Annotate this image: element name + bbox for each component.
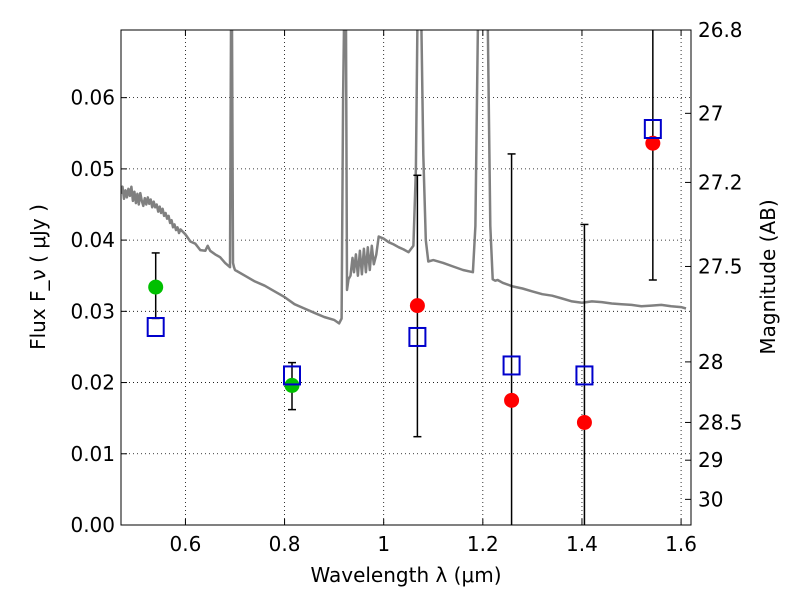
y2-axis-label: Magnitude (AB) [756,199,780,354]
x-tick-label: 1.6 [665,532,697,556]
green-point-marker [148,279,164,295]
y2-tick-label: 30 [698,487,723,511]
y-tick-label: 0.05 [70,157,115,181]
markers [146,30,662,525]
y2-tick-label: 27.5 [698,254,743,278]
plot-frame [120,29,692,526]
y2-tick-label: 26.8 [698,18,743,42]
red-point-marker [409,298,425,314]
red-point-marker [576,414,592,430]
x-tick-label: 0.6 [170,532,202,556]
x-tick-label: 0.8 [269,532,301,556]
ticks: 0.6 0.8 1 1.2 1.4 1.6 0.00 0.01 0.02 0.03 0.04 0.05… [70,18,742,556]
red-point-marker [645,135,661,151]
y-axis-label: Flux F_ν ( μJy ) [26,204,50,350]
y-tick-label: 0.01 [70,442,115,466]
y2-tick-label: 28.5 [698,410,743,434]
y2-tick-label: 29 [698,448,723,472]
model-photometry-square [643,119,662,139]
x-tick-label: 1 [377,532,390,556]
y-tick-label: 0.04 [70,228,115,252]
y2-tick-label: 27.2 [698,170,743,194]
red-point-marker [504,392,520,408]
model-photometry-square [408,326,427,347]
y-tick-label: 0.00 [70,513,115,537]
y-tick-label: 0.06 [70,86,115,110]
model-photometry-square [283,365,301,386]
y-tick-label: 0.02 [70,371,115,395]
y2-tick-label: 27 [698,101,723,125]
model-spectrum-line [121,30,687,325]
plot-area [121,30,687,325]
model-photometry-square [146,317,165,337]
x-tick-label: 1.2 [467,532,499,556]
y-tick-label: 0.03 [70,299,115,323]
x-tick-label: 1.4 [566,532,598,556]
model-photometry-square [502,355,521,376]
x-axis-label: Wavelength λ (μm) [310,563,501,587]
y2-tick-label: 28 [698,350,723,374]
model-photometry-square [575,365,594,386]
